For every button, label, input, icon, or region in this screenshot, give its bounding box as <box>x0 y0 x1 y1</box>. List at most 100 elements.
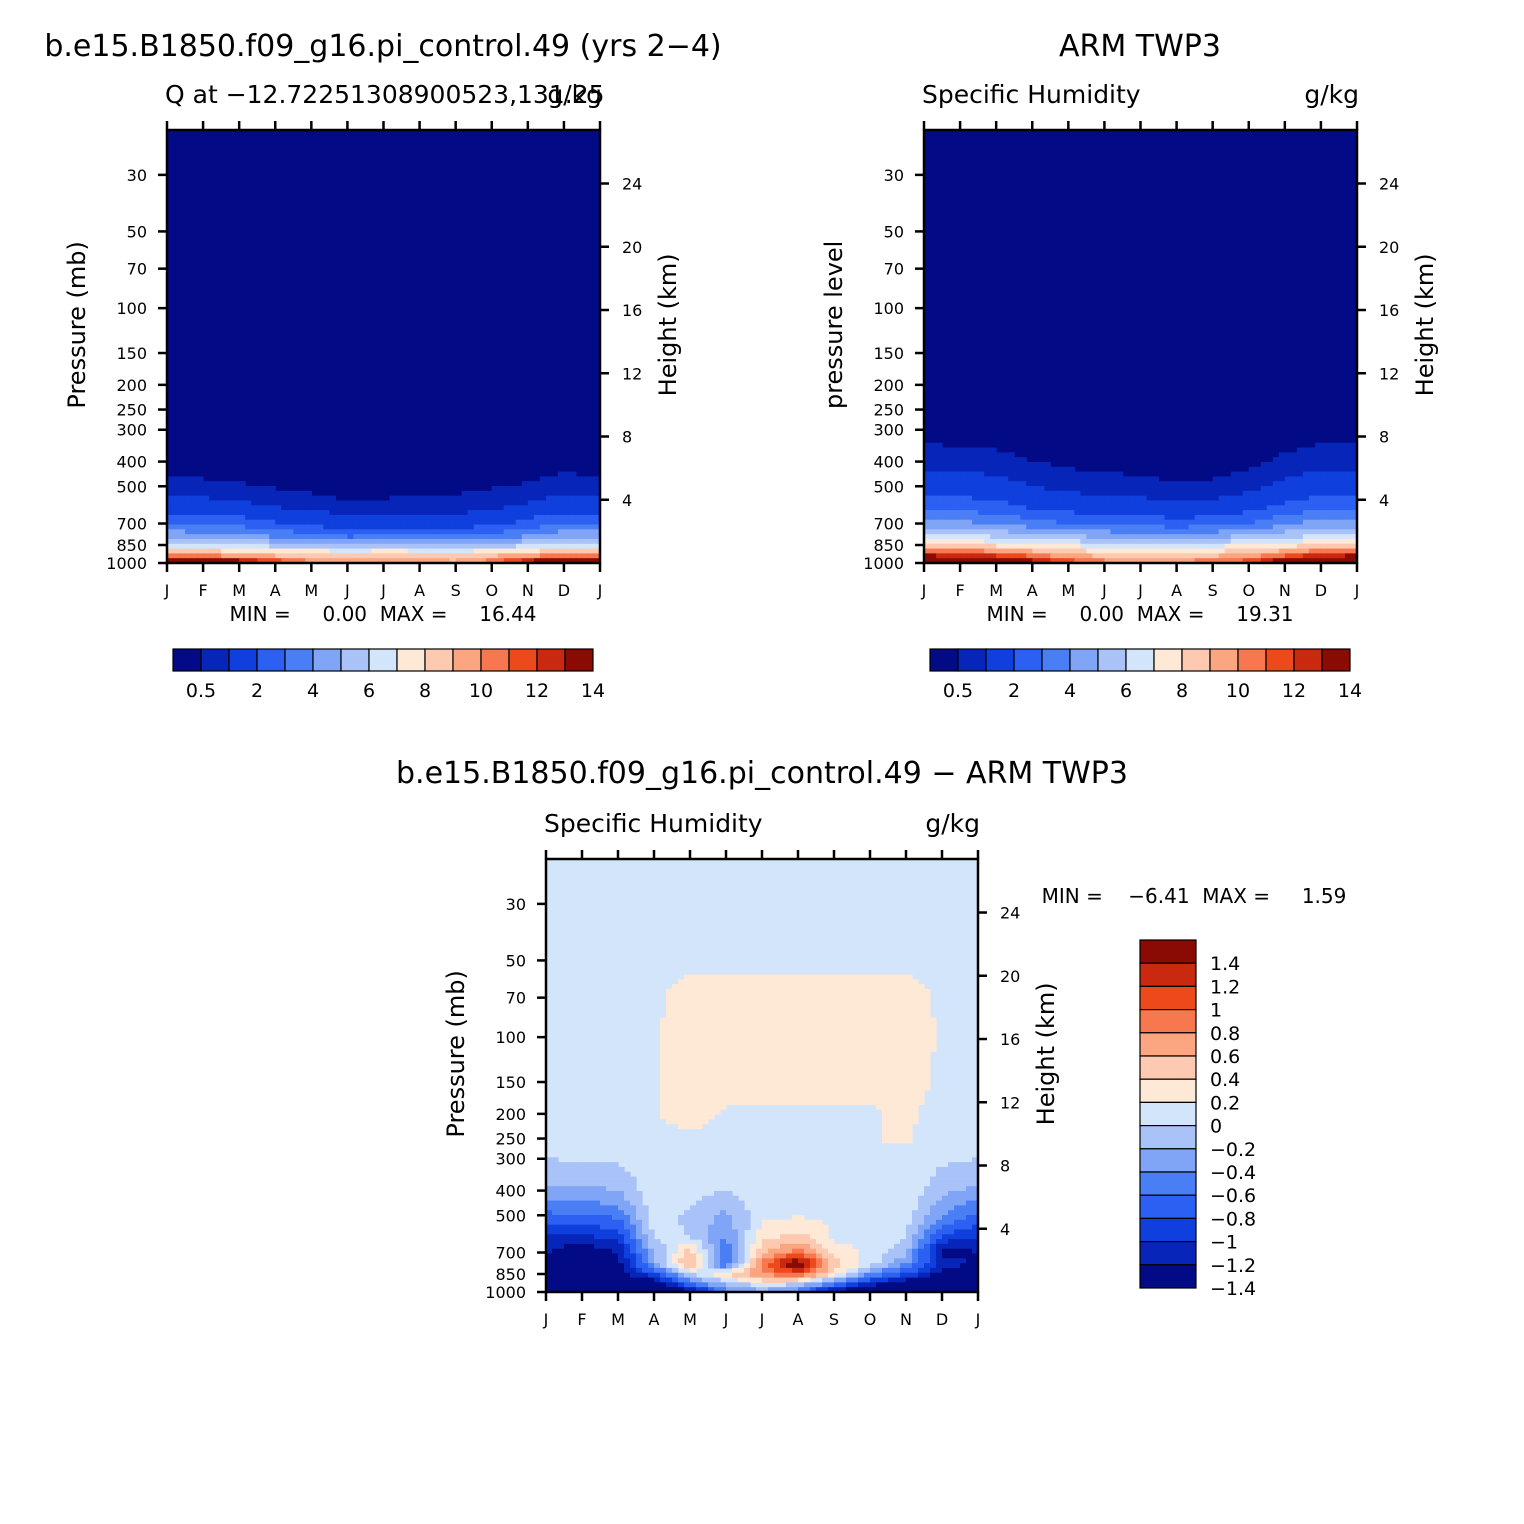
heatmap-cell <box>846 1243 853 1250</box>
heatmap-cell <box>792 1051 799 1057</box>
heatmap-cell <box>533 481 541 487</box>
heatmap-cell <box>383 538 391 545</box>
heatmap-cell <box>173 548 180 554</box>
heatmap-cell <box>930 471 937 477</box>
heatmap-cell <box>624 1215 631 1221</box>
heatmap-cell <box>431 538 439 545</box>
heatmap-cell <box>1062 476 1069 482</box>
heatmap-cell <box>690 1032 697 1038</box>
heatmap-cell <box>660 1080 667 1086</box>
heatmap-cell <box>942 1166 949 1173</box>
heatmap-cell <box>948 457 955 463</box>
heatmap-cell <box>1146 495 1154 502</box>
heatmap-cell <box>660 1032 667 1038</box>
heatmap-cell <box>1170 510 1178 516</box>
heatmap-cell <box>287 538 294 545</box>
heatmap-cell <box>1062 538 1069 545</box>
heatmap-cell <box>311 543 318 550</box>
heatmap-cell <box>1200 543 1208 550</box>
heatmap-cell <box>1080 553 1087 559</box>
heatmap-cell <box>497 510 505 516</box>
heatmap-cell <box>714 1065 721 1072</box>
heatmap-cell <box>503 548 511 554</box>
heatmap-cell <box>1092 510 1099 516</box>
heatmap-cell <box>870 988 877 995</box>
heatmap-cell <box>570 1243 577 1250</box>
heatmap-cell <box>1116 558 1124 563</box>
heatmap-cell <box>720 1032 727 1038</box>
heatmap-cell <box>1266 524 1274 530</box>
heatmap-cell <box>1206 538 1214 545</box>
heatmap-cell <box>684 979 691 985</box>
heatmap-cell <box>840 1022 847 1028</box>
heatmap-cell <box>966 1234 973 1240</box>
heatmap-cell <box>798 1258 805 1264</box>
heatmap-cell <box>954 1186 961 1192</box>
heatmap-cell <box>1020 543 1027 550</box>
heatmap-cell <box>203 548 210 554</box>
heatmap-cell <box>750 974 757 980</box>
heatmap-cell <box>1308 524 1316 530</box>
heatmap-cell <box>912 979 919 985</box>
heatmap-cell <box>672 1046 679 1053</box>
heatmap-cell <box>1242 519 1250 526</box>
heatmap-cell <box>1002 524 1009 530</box>
heatmap-cell <box>1044 476 1051 482</box>
heatmap-cell <box>1338 452 1346 458</box>
heatmap-cell <box>582 1171 589 1178</box>
heatmap-cell <box>570 1219 577 1226</box>
heatmap-cell <box>546 1162 553 1168</box>
left-subtitle: Q at −12.72251308900523,131.25 <box>165 80 605 109</box>
heatmap-cell <box>485 524 493 530</box>
heatmap-cell <box>377 543 385 550</box>
heatmap-cell <box>960 1195 967 1202</box>
heatmap-cell <box>173 534 180 540</box>
heatmap-cell <box>960 1215 967 1221</box>
heatmap-cell <box>696 1070 703 1077</box>
heatmap-cell <box>972 1181 978 1187</box>
heatmap-cell <box>666 1046 673 1053</box>
heatmap-cell <box>900 1094 907 1101</box>
heatmap-cell <box>179 514 186 521</box>
heatmap-cell <box>942 510 949 516</box>
heatmap-cell <box>684 1012 691 1019</box>
heatmap-cell <box>1086 471 1093 477</box>
heatmap-cell <box>1218 538 1226 545</box>
heatmap-cell <box>582 1258 589 1264</box>
heatmap-cell <box>1020 495 1027 502</box>
heatmap-cell <box>1344 442 1352 449</box>
heatmap-cell <box>888 1065 895 1072</box>
heatmap-cell <box>335 519 342 526</box>
heatmap-cell <box>1182 538 1190 545</box>
heatmap-cell <box>810 1041 817 1048</box>
heatmap-cell <box>780 1094 787 1101</box>
heatmap-cell <box>840 998 847 1004</box>
heatmap-cell <box>197 548 204 554</box>
heatmap-cell <box>1158 514 1166 521</box>
heatmap-cell <box>924 1085 931 1091</box>
heatmap-cell <box>870 1085 877 1091</box>
heatmap-cell <box>756 1037 763 1043</box>
heatmap-cell <box>1128 476 1136 482</box>
heatmap-cell <box>1272 476 1280 482</box>
heatmap-cell <box>1062 558 1069 563</box>
heatmap-cell <box>918 1205 925 1211</box>
heatmap-cell <box>762 1258 769 1264</box>
heatmap-cell <box>744 1080 751 1086</box>
heatmap-cell <box>690 1099 697 1105</box>
y-tick-label: 200 <box>116 376 147 395</box>
heatmap-cell <box>491 543 499 550</box>
heatmap-cell <box>1164 519 1172 526</box>
heatmap-cell <box>642 1224 649 1231</box>
heatmap-cell <box>1266 476 1274 482</box>
heatmap-cell <box>1254 548 1262 554</box>
heatmap-cell <box>990 543 997 550</box>
heatmap-cell <box>660 1037 667 1043</box>
heatmap-cell <box>936 548 943 554</box>
heatmap-cell <box>1332 461 1340 468</box>
heatmap-cell <box>726 1017 733 1024</box>
heatmap-cell <box>1206 500 1214 506</box>
heatmap-cell <box>305 558 312 563</box>
heatmap-cell <box>954 529 961 535</box>
heatmap-cell <box>804 984 811 990</box>
